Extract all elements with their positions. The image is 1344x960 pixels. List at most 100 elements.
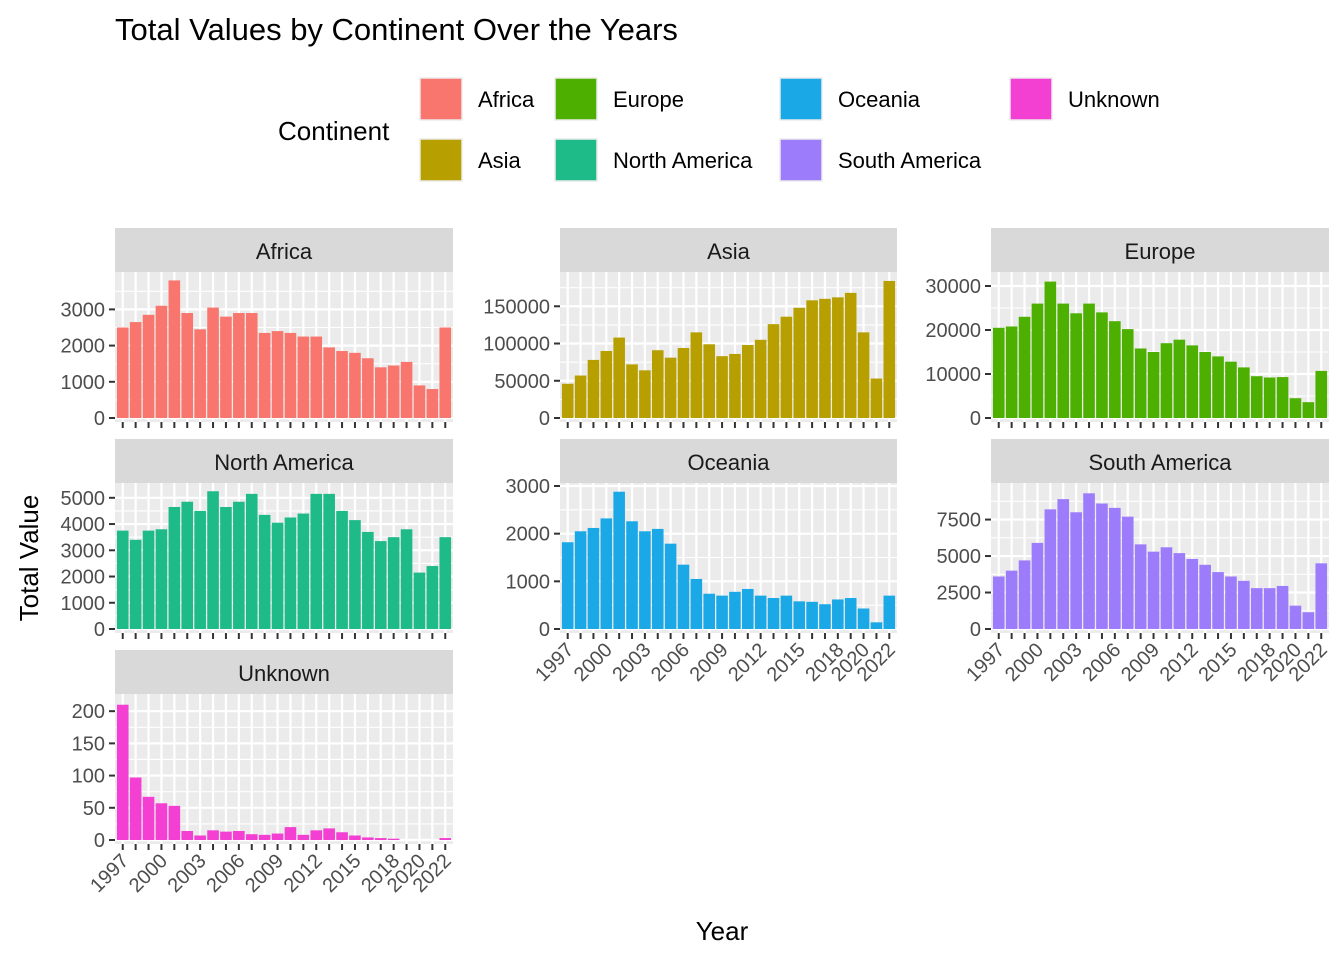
bar-north-america-2015 [349, 520, 361, 629]
x-tick-label: 2006 [202, 850, 249, 897]
bar-oceania-2020 [857, 608, 870, 629]
bar-asia-2015 [793, 307, 806, 418]
bar-asia-1999 [587, 359, 600, 418]
y-tick-label: 0 [94, 830, 105, 852]
bar-oceania-2013 [767, 598, 780, 629]
y-tick-label: 30000 [925, 276, 981, 298]
bar-unknown-2009 [271, 833, 284, 840]
legend-key-oceania [779, 77, 823, 121]
bar-north-america-2001 [168, 506, 181, 629]
strip-label-asia: Asia [707, 239, 751, 264]
x-tick-label: 1997 [962, 639, 1009, 686]
y-tick-label: 0 [970, 408, 981, 430]
legend-item-north-america: North America [554, 138, 753, 182]
bar-south-america-1998 [1005, 570, 1018, 629]
bar-south-america-2016 [1238, 580, 1250, 629]
bar-south-america-2001 [1044, 509, 1057, 629]
bar-europe-2020 [1289, 398, 1302, 418]
bar-oceania-2018 [832, 599, 844, 629]
y-tick-label: 5000 [937, 546, 982, 568]
x-tick-label: 1997 [531, 639, 578, 686]
strip-label-unknown: Unknown [238, 661, 330, 686]
bar-south-america-2008 [1134, 544, 1147, 629]
x-tick-label: 2009 [1117, 639, 1164, 686]
bar-south-america-2019 [1276, 585, 1289, 629]
bar-europe-2002 [1057, 303, 1070, 418]
bar-europe-2003 [1070, 313, 1082, 418]
bar-oceania-2017 [819, 604, 831, 629]
y-tick-label: 1000 [61, 593, 106, 615]
bar-africa-2006 [233, 313, 245, 418]
y-tick-label: 0 [94, 408, 105, 430]
bar-north-america-2009 [271, 522, 284, 629]
bar-africa-2008 [258, 332, 271, 418]
bar-europe-2019 [1276, 377, 1289, 418]
bar-europe-2005 [1096, 312, 1108, 418]
legend-label-asia: Asia [478, 148, 522, 173]
x-tick-label: 2012 [1156, 639, 1203, 686]
bar-asia-2010 [729, 353, 741, 418]
bar-north-america-1997 [116, 530, 129, 629]
bar-unknown-2004 [207, 830, 219, 840]
bar-asia-2014 [780, 316, 793, 418]
bar-north-america-2014 [336, 510, 348, 629]
bar-oceania-1999 [587, 527, 600, 629]
y-tick-label: 2000 [61, 567, 106, 589]
bar-oceania-2007 [690, 578, 703, 629]
legend-label-north-america: North America [613, 148, 753, 173]
bar-africa-2020 [413, 385, 426, 418]
bar-europe-2004 [1083, 303, 1095, 418]
x-tick-label: 2012 [724, 639, 771, 686]
bar-asia-2022 [883, 280, 896, 418]
x-tick-label: 2015 [1194, 639, 1241, 686]
bar-unknown-2003 [194, 835, 206, 840]
bar-africa-2013 [323, 347, 335, 418]
bar-africa-1999 [142, 314, 155, 418]
bar-africa-2015 [349, 352, 361, 418]
bar-south-america-2018 [1263, 588, 1276, 629]
y-tick-label: 3000 [61, 299, 106, 321]
bar-north-america-2007 [245, 493, 258, 629]
chart-title: Total Values by Continent Over the Years [115, 12, 678, 47]
bar-europe-1998 [1005, 326, 1018, 418]
bar-north-america-2018 [387, 537, 400, 629]
bar-africa-2003 [194, 329, 206, 418]
legend-key-africa [419, 77, 463, 121]
panel-asia: Asia 0 50000 100000 150000 [483, 228, 897, 430]
panel-unknown: Unknown050100150200199720002003200620092… [72, 650, 456, 897]
bar-europe-2001 [1044, 281, 1057, 418]
bar-asia-2008 [703, 344, 715, 418]
bar-south-america-2022 [1315, 563, 1328, 629]
bar-unknown-2006 [233, 830, 245, 840]
bar-africa-2018 [387, 365, 400, 418]
bar-europe-2016 [1238, 367, 1250, 418]
bar-oceania-2014 [780, 595, 793, 629]
bar-south-america-2010 [1160, 547, 1173, 629]
bar-asia-1997 [561, 383, 574, 418]
bar-north-america-2008 [258, 514, 271, 629]
bar-south-america-2006 [1109, 507, 1121, 629]
y-tick-label: 0 [94, 619, 105, 641]
bar-unknown-1997 [116, 704, 129, 840]
x-tick-label: 2012 [280, 850, 327, 897]
bar-asia-2004 [651, 350, 664, 418]
strip-label-africa: Africa [256, 239, 313, 264]
bar-north-america-2021 [426, 566, 439, 629]
legend-item-oceania: Oceania [779, 77, 921, 121]
legend: Continent Africa Asia Europe North America O… [278, 77, 1160, 182]
bar-europe-1999 [1018, 316, 1031, 418]
bar-africa-2012 [310, 336, 323, 418]
x-tick-label: 2000 [125, 850, 172, 897]
bar-africa-2000 [155, 305, 168, 418]
y-tick-label: 200 [72, 701, 105, 723]
bar-europe-2007 [1121, 329, 1134, 418]
legend-item-asia: Asia [419, 138, 522, 182]
y-tick-label: 2000 [506, 524, 551, 546]
legend-item-unknown: Unknown [1009, 77, 1160, 121]
bar-unknown-2000 [155, 803, 168, 840]
bar-asia-2005 [664, 357, 677, 418]
y-tick-label: 4000 [61, 514, 106, 536]
strip-europe [991, 228, 1329, 272]
x-tick-label: 2009 [686, 639, 733, 686]
bar-oceania-2009 [716, 595, 728, 629]
